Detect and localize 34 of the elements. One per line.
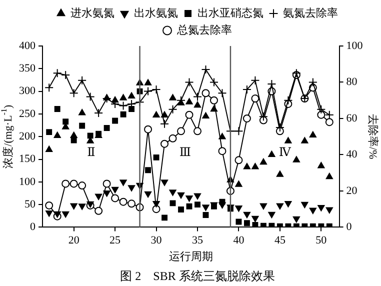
y-tick-label: 400: [19, 40, 36, 52]
y-tick-label: 100: [19, 176, 36, 188]
y2-tick-label: 40: [346, 148, 358, 161]
annotation: Ⅲ: [179, 144, 191, 159]
annotation: Ⅳ: [278, 144, 292, 159]
legend-label: 出水氨氮: [134, 6, 178, 20]
annotation: Ⅱ: [87, 144, 96, 159]
legend-label: 出水亚硝态氮: [198, 6, 264, 20]
x-tick-label: 40: [233, 234, 245, 247]
x-tick-label: 35: [192, 234, 204, 247]
x-tick-label: 30: [150, 234, 162, 247]
legend-label: 氨氮去除率: [283, 6, 338, 20]
y2-tick-label: 20: [346, 184, 358, 197]
legend-label: 总氮去除率: [176, 23, 232, 36]
y-tick-label: 200: [19, 130, 36, 142]
x-tick-label: 20: [68, 234, 80, 247]
y-tick-label: 350: [19, 62, 36, 75]
x-tick-label: 45: [274, 234, 286, 247]
y-tick-label: 250: [19, 108, 36, 120]
x-axis-title: 运行周期: [168, 250, 213, 263]
x-tick-label: 25: [110, 234, 122, 247]
y-tick-label: 150: [19, 153, 36, 166]
text: 图 2 SBR 系统三氮脱除效果: [120, 268, 275, 283]
y2-axis-title: 去除率/%: [366, 114, 380, 160]
y-axis-title: 浓度/(mg·L-1): [0, 104, 14, 168]
y2-tick-label: 60: [346, 112, 358, 124]
x-tick-label: 50: [316, 234, 328, 247]
y-tick-label: 300: [19, 85, 36, 98]
y2-tick-label: 100: [346, 40, 364, 52]
legend-label: 进水氨氮: [70, 6, 114, 20]
y2-tick-label: 80: [346, 76, 358, 88]
y2-tick-label: 0: [346, 221, 352, 234]
y-tick-label: 0: [30, 221, 36, 234]
y-tick-label: 50: [24, 198, 36, 210]
